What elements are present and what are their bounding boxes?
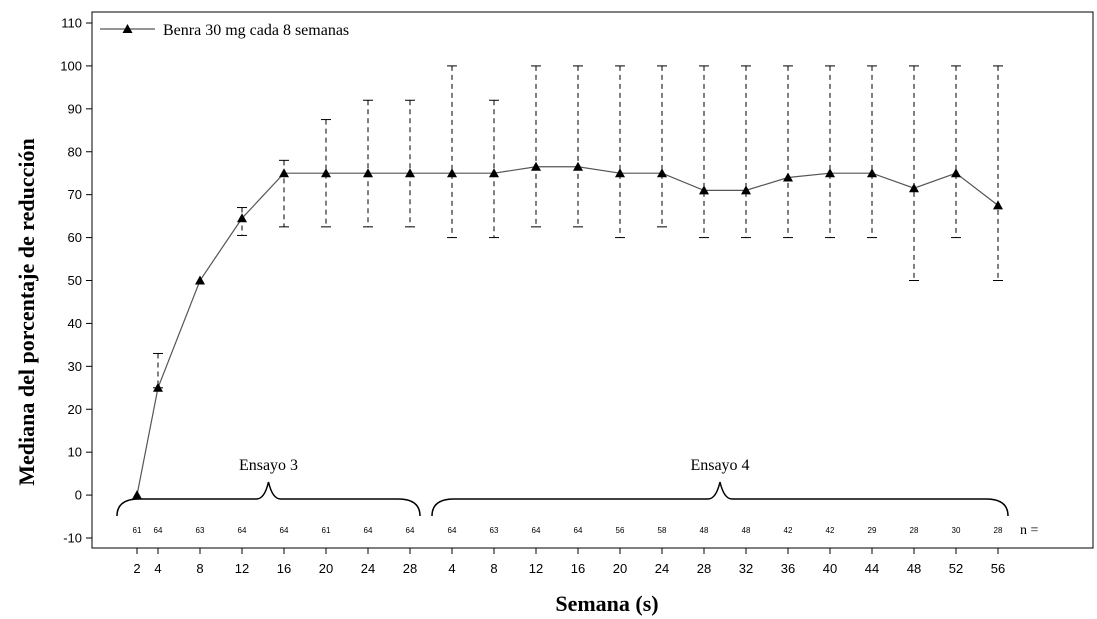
x-tick-label: 2 (133, 561, 140, 576)
n-value: 28 (910, 526, 919, 535)
n-value: 63 (490, 526, 499, 535)
x-axis-title: Semana (s) (555, 591, 658, 616)
n-equals-label: n = (1020, 523, 1039, 538)
x-tick-label: 28 (697, 561, 711, 576)
data-point-marker (741, 185, 751, 195)
y-tick-label: 80 (68, 144, 82, 159)
n-value: 48 (742, 526, 751, 535)
n-value: 63 (196, 526, 205, 535)
data-point-marker (573, 161, 583, 171)
data-point-marker (615, 168, 625, 178)
y-tick-label: 50 (68, 273, 82, 288)
data-point-marker (699, 185, 709, 195)
legend-label: Benra 30 mg cada 8 semanas (163, 22, 349, 39)
n-value: 30 (952, 526, 961, 535)
group-brace (116, 481, 421, 517)
y-tick-label: 20 (68, 402, 82, 417)
data-point-marker (783, 172, 793, 182)
error-bars (153, 65, 1003, 389)
x-tick-label: 16 (571, 561, 585, 576)
y-axis-title: Mediana del porcentaje de reducción (14, 138, 39, 486)
n-value: 64 (238, 526, 247, 535)
y-tick-label: 10 (68, 445, 82, 460)
n-value: 64 (154, 526, 163, 535)
x-tick-label: 36 (781, 561, 795, 576)
data-point-marker (363, 168, 373, 178)
x-tick-label: 4 (154, 561, 161, 576)
x-tick-label: 8 (196, 561, 203, 576)
x-tick-label: 40 (823, 561, 837, 576)
legend: Benra 30 mg cada 8 semanas (100, 22, 349, 39)
data-point-marker (909, 183, 919, 193)
y-tick-label: 60 (68, 230, 82, 245)
x-tick-label: 56 (991, 561, 1005, 576)
n-value: 64 (448, 526, 457, 535)
data-point-marker (321, 168, 331, 178)
y-tick-label: 0 (75, 488, 82, 503)
n-value: 64 (574, 526, 583, 535)
n-value: 48 (700, 526, 709, 535)
data-series (132, 161, 1003, 500)
data-point-marker (132, 490, 142, 500)
x-tick-label: 52 (949, 561, 963, 576)
x-tick-label: 12 (235, 561, 249, 576)
x-tick-label: 16 (277, 561, 291, 576)
x-tick-label: 12 (529, 561, 543, 576)
y-tick-label: -10 (63, 531, 82, 546)
group-label: Ensayo 4 (690, 457, 749, 474)
n-value: 61 (133, 526, 142, 535)
x-tick-label: 24 (655, 561, 669, 576)
group-brace (431, 481, 1009, 517)
data-point-marker (531, 161, 541, 171)
legend-triangle-marker-icon (122, 24, 133, 33)
data-point-marker (153, 382, 163, 392)
x-tick-label: 44 (865, 561, 879, 576)
data-point-marker (951, 168, 961, 178)
y-tick-label: 70 (68, 187, 82, 202)
y-tick-label: 30 (68, 359, 82, 374)
y-tick-label: 110 (61, 16, 82, 31)
x-tick-label: 48 (907, 561, 921, 576)
data-point-marker (195, 275, 205, 285)
series-line (136, 166, 999, 496)
x-tick-label: 20 (613, 561, 627, 576)
study-group-braces: Ensayo 3 Ensayo 4 (116, 457, 1009, 517)
data-point-marker (825, 168, 835, 178)
x-tick-label: 4 (448, 561, 455, 576)
n-value: 28 (994, 526, 1003, 535)
data-point-marker (447, 168, 457, 178)
x-tick-label: 20 (319, 561, 333, 576)
y-tick-label: 40 (68, 316, 82, 331)
data-point-marker (867, 168, 877, 178)
x-axis: 2 4 8 12 16 20 24 28 4 8 12 16 20 24 28 32 36 40 44 48 52 56 (133, 548, 1005, 576)
x-tick-label: 32 (739, 561, 753, 576)
n-value: 64 (280, 526, 289, 535)
n-value: 42 (826, 526, 835, 535)
data-point-marker (237, 213, 247, 223)
n-value: 58 (658, 526, 667, 535)
y-tick-label: 90 (68, 101, 82, 116)
data-point-marker (657, 168, 667, 178)
n-value: 64 (364, 526, 373, 535)
n-value: 42 (784, 526, 793, 535)
data-point-marker (489, 168, 499, 178)
group-label: Ensayo 3 (239, 457, 298, 474)
data-point-marker (405, 168, 415, 178)
data-point-marker (993, 200, 1003, 210)
n-value: 64 (406, 526, 415, 535)
n-value: 56 (616, 526, 625, 535)
n-value: 61 (322, 526, 331, 535)
x-tick-label: 24 (361, 561, 375, 576)
x-tick-label: 8 (490, 561, 497, 576)
y-axis: -10 0 10 20 30 40 50 60 70 80 90 100 110 (60, 16, 92, 546)
y-tick-label: 100 (60, 58, 82, 73)
n-value: 29 (868, 526, 877, 535)
n-values-row: 61 64 63 64 64 61 64 64 64 63 64 64 56 58 48 48 42 42 29 28… (133, 526, 1003, 535)
data-point-marker (279, 168, 289, 178)
x-tick-label: 28 (403, 561, 417, 576)
n-value: 64 (532, 526, 541, 535)
